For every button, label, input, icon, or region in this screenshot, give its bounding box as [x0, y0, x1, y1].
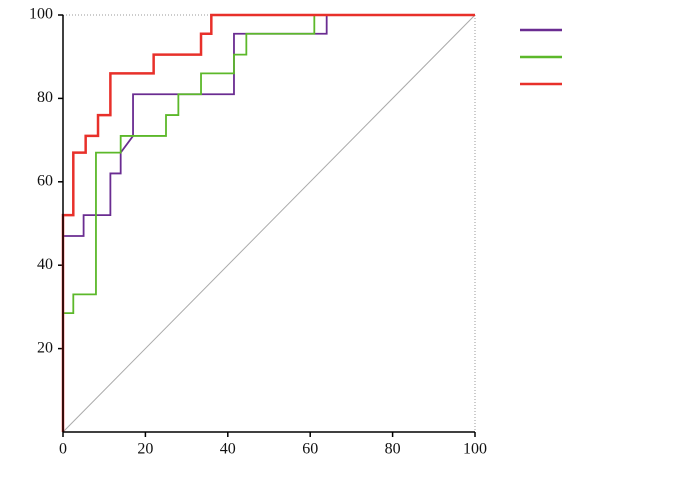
y-tick-label: 60: [37, 172, 53, 189]
x-tick-label: 0: [59, 441, 67, 458]
y-tick-label: 20: [37, 339, 53, 356]
x-tick-label: 60: [302, 441, 318, 458]
y-tick-label: 80: [37, 89, 53, 106]
y-tick-label: 100: [29, 6, 53, 23]
x-tick-label: 20: [137, 441, 153, 458]
reference-line: [62, 14, 476, 433]
x-tick-label: 40: [220, 441, 236, 458]
series-line: [62, 14, 475, 432]
x-tick-label: 80: [385, 441, 401, 458]
series-line: [61, 13, 475, 432]
y-tick-label: 40: [37, 256, 53, 273]
x-tick-label: 100: [463, 441, 487, 458]
